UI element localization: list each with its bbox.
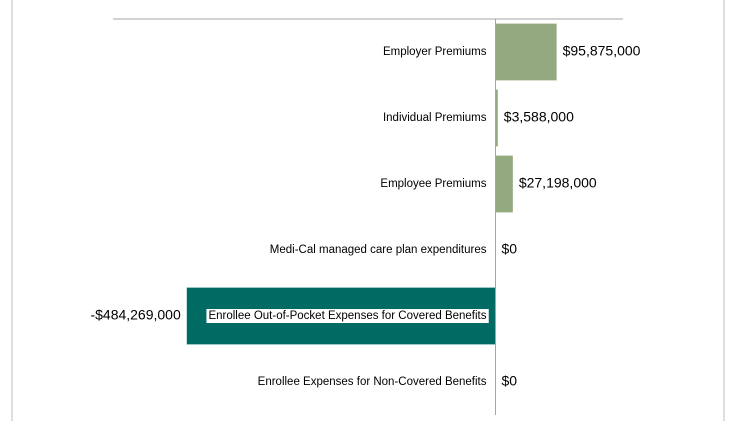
bar: [495, 23, 557, 81]
data-label: -$484,269,000: [90, 307, 181, 323]
label-background: [206, 309, 489, 324]
category-label: Enrollee Expenses for Non-Covered Benefi…: [258, 376, 487, 388]
category-label: Enrollee Out-of-Pocket Expenses for Cove…: [208, 310, 486, 322]
data-label: $0: [502, 241, 518, 257]
data-label: $0: [502, 373, 518, 389]
category-label: Medi-Cal managed care plan expenditures: [270, 244, 487, 256]
data-label: $27,198,000: [519, 175, 597, 191]
bar: [495, 89, 498, 147]
category-label: Individual Premiums: [383, 112, 487, 124]
bar: [495, 155, 513, 213]
data-label: $95,875,000: [563, 43, 641, 59]
category-label: Employee Premiums: [380, 178, 486, 190]
category-label: Employer Premiums: [383, 46, 487, 58]
data-label: $3,588,000: [504, 109, 574, 125]
